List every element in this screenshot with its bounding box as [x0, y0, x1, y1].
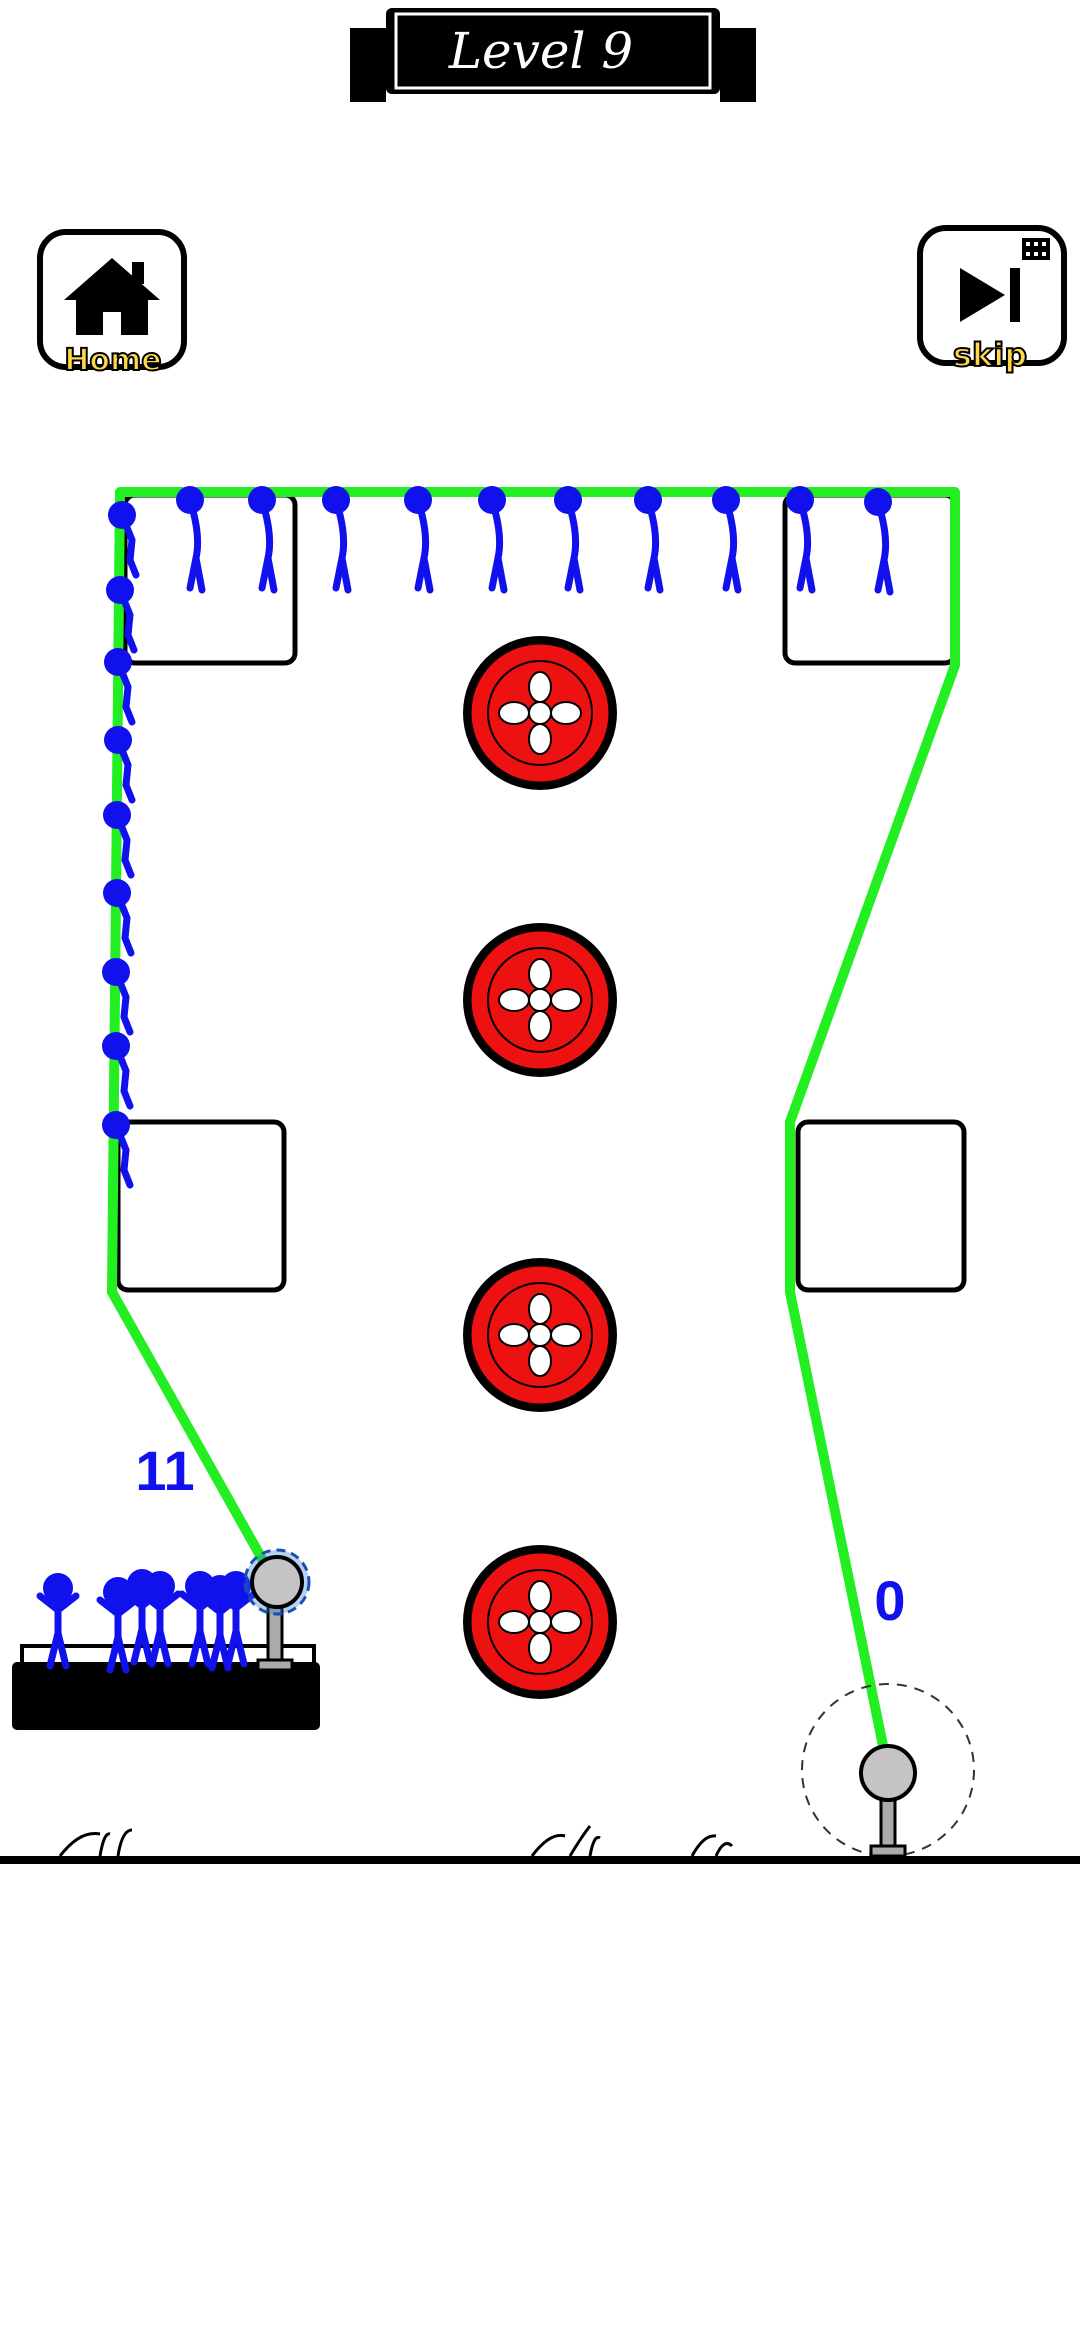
- start-anchor[interactable]: [243, 1548, 311, 1672]
- start-remaining-count: 11: [135, 1439, 194, 1502]
- level-label: Level 9: [448, 22, 633, 80]
- saw-blade-icon: [463, 636, 617, 790]
- home-button[interactable]: Home: [37, 229, 187, 379]
- skip-forward-icon: [960, 268, 1020, 322]
- rope-path[interactable]: [107, 487, 960, 1775]
- video-ad-icon: [1022, 238, 1050, 260]
- skip-label: skip: [953, 336, 1027, 374]
- home-label: Home: [64, 343, 161, 378]
- saw-blade-icon: [463, 1545, 617, 1699]
- block-mid-right: [795, 1119, 967, 1293]
- goal-anchor[interactable]: [801, 1683, 975, 1858]
- saw-blade-icon: [463, 1258, 617, 1412]
- level-banner: Level 9: [350, 8, 756, 102]
- saw-blade-icon: [463, 923, 617, 1077]
- skip-button[interactable]: skip: [917, 225, 1067, 375]
- goal-rescued-count: 0: [874, 1569, 905, 1632]
- grass-tuft: [58, 1825, 734, 1857]
- block-mid-left: [115, 1119, 287, 1293]
- house-icon: [64, 258, 160, 335]
